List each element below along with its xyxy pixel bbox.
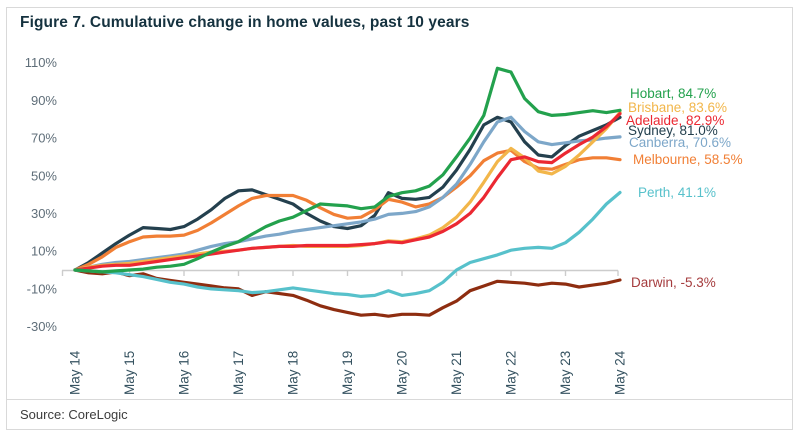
source-note: Source: CoreLogic bbox=[20, 407, 128, 422]
x-axis-label: May 17 bbox=[231, 351, 246, 395]
y-axis-label: -10% bbox=[27, 281, 58, 296]
legend-sydney: Sydney, 81.0% bbox=[628, 123, 718, 138]
y-axis-label: -30% bbox=[27, 319, 58, 334]
series-hobart bbox=[73, 66, 622, 274]
x-axis-label: May 20 bbox=[395, 351, 410, 395]
legend-brisbane: Brisbane, 83.6% bbox=[628, 100, 728, 115]
x-axis-label: May 19 bbox=[340, 351, 355, 395]
x-axis-label: May 23 bbox=[558, 351, 573, 395]
x-axis-label: May 24 bbox=[613, 350, 628, 395]
series-sydney bbox=[73, 115, 622, 272]
legend-hobart: Hobart, 84.7% bbox=[630, 86, 717, 101]
y-axis-label: 50% bbox=[31, 168, 57, 183]
series-melbourne bbox=[73, 148, 622, 272]
y-axis-label: 70% bbox=[31, 131, 57, 146]
legend-darwin: Darwin, -5.3% bbox=[631, 275, 716, 290]
legend-canberra: Canberra, 70.6% bbox=[629, 135, 732, 150]
legend-melbourne: Melbourne, 58.5% bbox=[633, 152, 743, 167]
series-perth bbox=[73, 190, 622, 298]
series-adelaide bbox=[73, 112, 622, 272]
x-axis-label: May 16 bbox=[177, 351, 192, 395]
y-axis-label: 90% bbox=[31, 93, 57, 108]
legend-adelaide: Adelaide, 82.9% bbox=[626, 113, 725, 128]
x-axis-label: May 15 bbox=[122, 351, 137, 395]
x-axis-label: May 18 bbox=[286, 351, 301, 395]
x-axis-label: May 14 bbox=[68, 350, 83, 395]
series-canberra bbox=[73, 115, 622, 272]
figure-border bbox=[6, 7, 793, 430]
x-axis-label: May 21 bbox=[449, 351, 464, 395]
y-axis-label: 10% bbox=[31, 244, 57, 259]
y-axis-label: 110% bbox=[25, 55, 58, 70]
source-divider bbox=[7, 399, 793, 400]
figure-title: Figure 7. Cumulatuive change in home val… bbox=[20, 14, 470, 31]
x-axis-label: May 22 bbox=[504, 351, 519, 395]
legend-perth: Perth, 41.1% bbox=[638, 185, 717, 200]
y-axis-label: 30% bbox=[31, 206, 57, 221]
